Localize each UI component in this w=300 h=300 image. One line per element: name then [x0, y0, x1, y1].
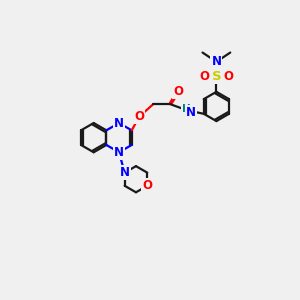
Text: N: N — [212, 55, 221, 68]
Text: O: O — [142, 179, 152, 192]
Text: O: O — [223, 70, 233, 83]
Text: H: H — [182, 104, 191, 114]
Text: N: N — [120, 166, 130, 179]
Text: N: N — [114, 146, 124, 159]
Text: O: O — [200, 70, 210, 83]
Text: N: N — [114, 116, 124, 130]
Text: O: O — [134, 110, 144, 123]
Text: O: O — [173, 85, 183, 98]
Text: S: S — [212, 70, 221, 83]
Text: N: N — [186, 106, 196, 119]
